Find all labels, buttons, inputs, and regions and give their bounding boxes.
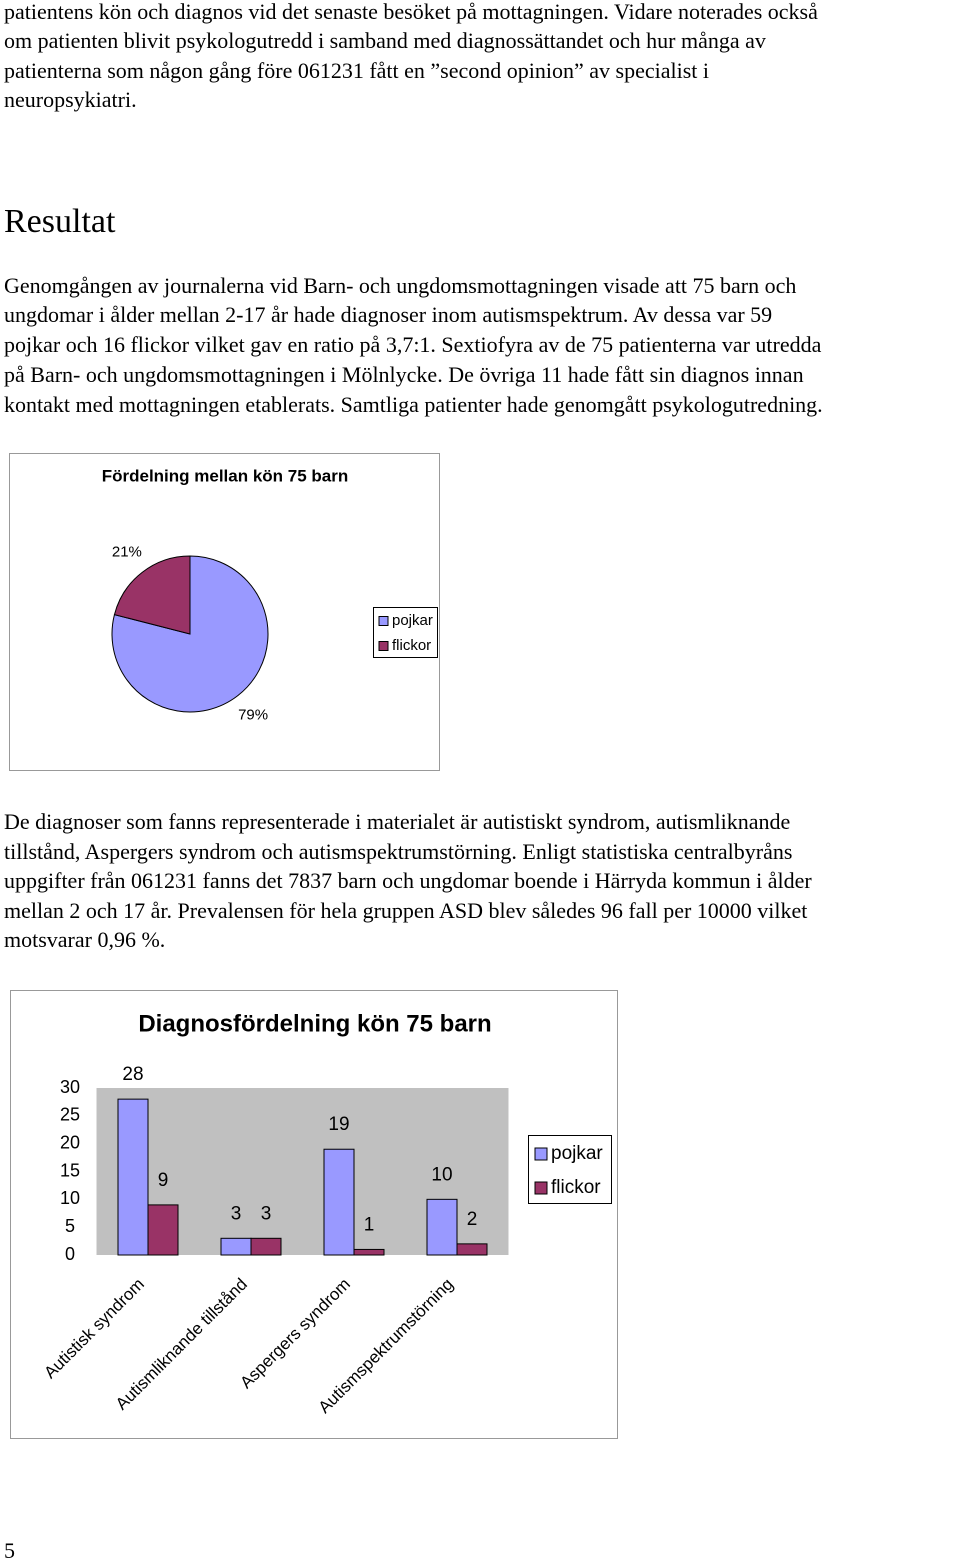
y-tick-label: 30 [60,1077,80,1097]
data-label: 21% [112,544,142,561]
bar [426,1198,458,1256]
page-number: 5 [4,1538,15,1563]
legend-swatch [534,1147,548,1161]
text-line: De diagnoser som fanns representerade i … [4,809,791,834]
text-line: kontakt med mottagningen etablerats. Sam… [4,392,823,417]
legend-swatch [378,641,389,651]
text-line: Genomgången av journalerna vid Barn- och… [4,273,797,298]
text-line: uppgifter från 061231 fanns det 7837 bar… [4,868,812,893]
text-line: tillstånd, Aspergers syndrom och autisms… [4,839,793,864]
y-tick-label: 10 [60,1188,80,1208]
legend-label: pojkar [392,612,433,629]
bar [323,1148,355,1256]
data-label: 3 [231,1203,242,1224]
bar [250,1237,282,1256]
text-line: mellan 2 och 17 år. Prevalensen för hela… [4,898,808,923]
data-label: 10 [431,1164,452,1185]
y-tick-label: 25 [60,1105,80,1125]
text-line: på Barn- och ungdomsmottagningen i Mölnl… [4,362,804,387]
bar [147,1204,179,1256]
data-label: 19 [328,1114,349,1135]
legend-swatch [534,1181,548,1195]
chart-title: Diagnosfördelning kön 75 barn [138,1010,491,1037]
text-line: patienterna som någon gång före 061231 f… [4,58,710,83]
bar [456,1243,488,1256]
data-label: 79% [238,706,268,723]
y-tick-label: 20 [60,1132,80,1152]
data-label: 3 [261,1203,272,1224]
legend-label: pojkar [551,1143,603,1164]
data-label: 9 [158,1170,169,1191]
chart-title: Fördelning mellan kön 75 barn [102,466,349,485]
text-line: patientens kön och diagnos vid det senas… [4,0,818,24]
pie-slice [113,555,191,635]
text-line: pojkar och 16 flickor vilket gav en rati… [4,332,822,357]
legend-label: flickor [392,637,431,654]
data-label: 1 [364,1214,375,1235]
text-line: om patienten blivit psykologutredd i sam… [4,28,766,53]
data-label: 28 [122,1064,143,1085]
text-line: neuropsykiatri. [4,87,137,112]
y-tick-label: 0 [65,1244,75,1264]
legend-box [373,607,438,658]
bar [353,1248,385,1256]
legend-label: flickor [551,1177,601,1198]
text-line: ungdomar i ålder mellan 2-17 år hade dia… [4,302,773,327]
bar [117,1098,149,1256]
legend-swatch [378,616,389,626]
data-label: 2 [467,1209,478,1230]
y-tick-label: 5 [65,1216,75,1236]
y-tick-label: 15 [60,1160,80,1180]
heading: Resultat [4,203,116,240]
text-line: motsvarar 0,96 %. [4,927,166,952]
bar [220,1237,252,1256]
